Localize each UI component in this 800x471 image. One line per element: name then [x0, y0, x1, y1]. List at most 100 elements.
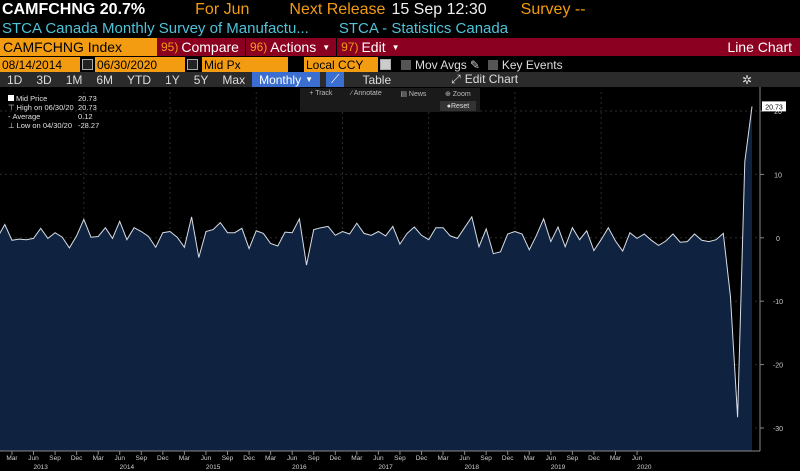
mov-avgs-checkbox[interactable] [401, 59, 411, 70]
x-tick-label: Jun [28, 455, 39, 462]
key-events-label: Key Events [501, 57, 563, 72]
range-ytd[interactable]: YTD [127, 72, 152, 87]
main-toolbar: CAMFCHNG Index 95) Compare 96) Actions ▼… [0, 38, 800, 56]
x-tick-label: Mar [351, 455, 363, 462]
x-year-label: 2014 [120, 464, 135, 471]
x-tick-label: Dec [588, 455, 600, 462]
x-tick-label: Sep [480, 455, 492, 462]
y-tick-label: -10 [773, 299, 783, 306]
range-1m[interactable]: 1M [65, 72, 83, 87]
annotate-label: Annotate [353, 90, 382, 97]
x-year-label: 2018 [465, 464, 480, 471]
track-tool[interactable]: + Track [309, 90, 332, 98]
edit-chart-icon: ⤢ [451, 72, 461, 86]
legend-low: ⊥ Low on 04/30/20 -28.27 [8, 121, 99, 130]
x-tick-label: Mar [437, 455, 449, 462]
x-tick-label: Mar [6, 455, 18, 462]
period-select[interactable]: Monthly ▼ [252, 72, 321, 87]
x-year-label: 2017 [378, 464, 393, 471]
y-tick-label: 10 [774, 172, 782, 179]
news-tool[interactable]: ▤ News [400, 90, 426, 98]
edit-chart-button[interactable]: ⤢ Edit Chart [451, 72, 518, 87]
chart-type-title: Line Chart [727, 39, 792, 55]
start-date-field[interactable]: 08/14/2014 [0, 57, 80, 72]
chart-area[interactable]: 20 10 0 -10 -20 -30 Mar Jun Sep Dec Mar Jun Sep Dec M… [0, 87, 800, 471]
actions-shortcut: 96) [249, 40, 268, 54]
x-year-label: 2015 [206, 464, 221, 471]
range-5y[interactable]: 5Y [193, 72, 209, 87]
actions-label: Actions [270, 39, 317, 55]
end-date-field[interactable]: 06/30/2020 [95, 57, 185, 72]
range-1y[interactable]: 1Y [165, 72, 180, 87]
range-max[interactable]: Max [222, 72, 246, 87]
period-label: For Jun [195, 0, 250, 18]
compare-button[interactable]: 95) Compare [157, 38, 245, 56]
track-label: Track [315, 90, 333, 97]
x-tick-label: Mar [524, 455, 536, 462]
edit-chart-label: Edit Chart [464, 72, 519, 86]
caret-down-icon: ▼ [391, 42, 400, 52]
calendar-icon[interactable] [187, 59, 198, 70]
compare-label: Compare [181, 39, 239, 55]
dropdown-icon[interactable] [380, 59, 391, 70]
range-3d[interactable]: 3D [36, 72, 52, 87]
data-source: STCA - Statistics Canada [338, 19, 509, 37]
edit-shortcut: 97) [341, 40, 359, 54]
zoom-icon: ⊕ [444, 91, 453, 98]
x-tick-label: Jun [632, 455, 643, 462]
reset-button[interactable]: ● Reset [440, 101, 476, 111]
security-field[interactable]: CAMFCHNG Index [0, 38, 157, 56]
range-6m[interactable]: 6M [96, 72, 114, 87]
parameter-bar: 08/14/2014 06/30/2020 Mid Px Local CCY M… [0, 57, 800, 72]
period-label: Monthly [259, 72, 302, 87]
caret-down-icon: ▼ [322, 42, 331, 52]
x-tick-label: Jun [114, 455, 125, 462]
y-tick-label: 0 [776, 236, 780, 243]
last-value-marker: 20.73 [762, 101, 786, 112]
gear-icon[interactable]: ✲ [741, 72, 752, 87]
pencil-icon[interactable]: ✎ [469, 57, 480, 72]
x-tick-label: Dec [416, 455, 428, 462]
legend-mid-price: Mid Price 20.73 [8, 94, 99, 103]
x-tick-label: Mar [265, 455, 277, 462]
range-1d[interactable]: 1D [7, 72, 23, 87]
price-field-select[interactable]: Mid Px [202, 57, 288, 72]
x-year-label: 2019 [551, 464, 566, 471]
ticker-bar: CAMFCHNG 20.7% For Jun Next Release 15 S… [0, 0, 800, 19]
x-tick-label: Sep [567, 455, 579, 462]
x-tick-label: Mar [93, 455, 105, 462]
key-events-checkbox[interactable] [487, 59, 498, 70]
line-chart-icon[interactable]: ⟋ [326, 72, 345, 87]
legend-low-value: -28.27 [78, 121, 100, 130]
reset-icon: ● [446, 102, 451, 110]
legend-high-value: 20.73 [78, 103, 97, 112]
zoom-tool[interactable]: ⊕ Zoom [445, 90, 471, 98]
average-marker-icon: - [8, 112, 11, 121]
annotate-icon: ∕ [351, 90, 354, 97]
low-marker-icon: ⊥ [8, 121, 15, 130]
mov-avgs-label: Mov Avgs [415, 57, 467, 72]
legend-mid-price-label: Mid Price [16, 94, 48, 103]
table-button[interactable]: Table [362, 72, 392, 87]
x-tick-label: Jun [201, 455, 212, 462]
currency-select[interactable]: Local CCY [304, 57, 378, 72]
toolbar-divider [336, 38, 338, 56]
x-tick-label: Sep [394, 455, 406, 462]
calendar-icon[interactable] [82, 59, 93, 70]
last-value-box [762, 101, 786, 112]
compare-shortcut: 95) [161, 40, 179, 54]
x-axis-band [0, 451, 800, 471]
edit-button[interactable]: 97) Edit ▼ [337, 38, 405, 56]
description-bar: STCA Canada Monthly Survey of Manufactu.… [0, 19, 800, 37]
x-tick-label: Dec [243, 455, 255, 462]
x-tick-label: Sep [222, 455, 234, 462]
series-line [0, 106, 753, 418]
x-axis: Mar Jun Sep Dec Mar Jun Sep Dec Mar Jun Sep Dec Mar J… [6, 451, 652, 471]
x-tick-label: Dec [71, 455, 83, 462]
x-tick-label: Dec [502, 455, 514, 462]
high-marker-icon: ⊤ [8, 103, 15, 112]
edit-label: Edit [361, 39, 386, 55]
annotate-tool[interactable]: ∕ Annotate [351, 90, 382, 98]
actions-button[interactable]: 96) Actions ▼ [246, 38, 336, 56]
